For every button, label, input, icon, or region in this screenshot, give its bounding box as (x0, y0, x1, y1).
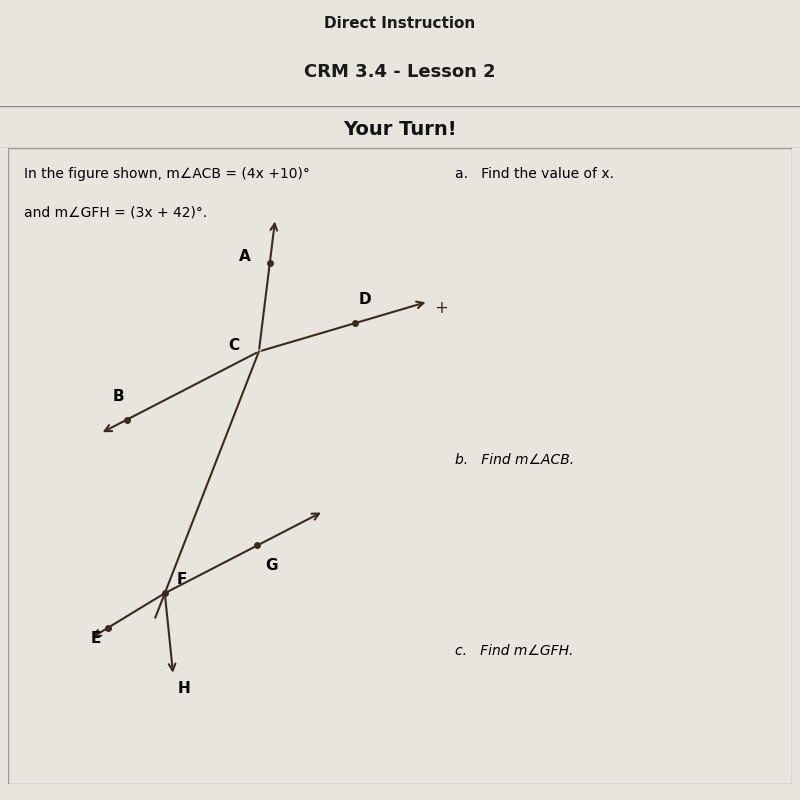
Text: H: H (177, 681, 190, 696)
Text: and m∠GFH = (3x + 42)°.: and m∠GFH = (3x + 42)°. (24, 206, 207, 219)
Text: D: D (358, 292, 371, 307)
Text: B: B (113, 389, 125, 404)
Text: CRM 3.4 - Lesson 2: CRM 3.4 - Lesson 2 (304, 63, 496, 81)
Text: Your Turn!: Your Turn! (343, 120, 457, 138)
Text: A: A (238, 249, 250, 264)
Text: E: E (90, 630, 101, 646)
Text: Direct Instruction: Direct Instruction (324, 17, 476, 31)
Text: +: + (434, 299, 449, 317)
Text: c.   Find m∠GFH.: c. Find m∠GFH. (455, 644, 574, 658)
Text: C: C (228, 338, 239, 353)
Text: G: G (266, 558, 278, 573)
Text: a.   Find the value of x.: a. Find the value of x. (455, 167, 614, 181)
Text: F: F (177, 572, 187, 587)
Text: In the figure shown, m∠ACB = (4x +10)°: In the figure shown, m∠ACB = (4x +10)° (24, 167, 310, 181)
Text: b.   Find m∠ACB.: b. Find m∠ACB. (455, 454, 574, 467)
